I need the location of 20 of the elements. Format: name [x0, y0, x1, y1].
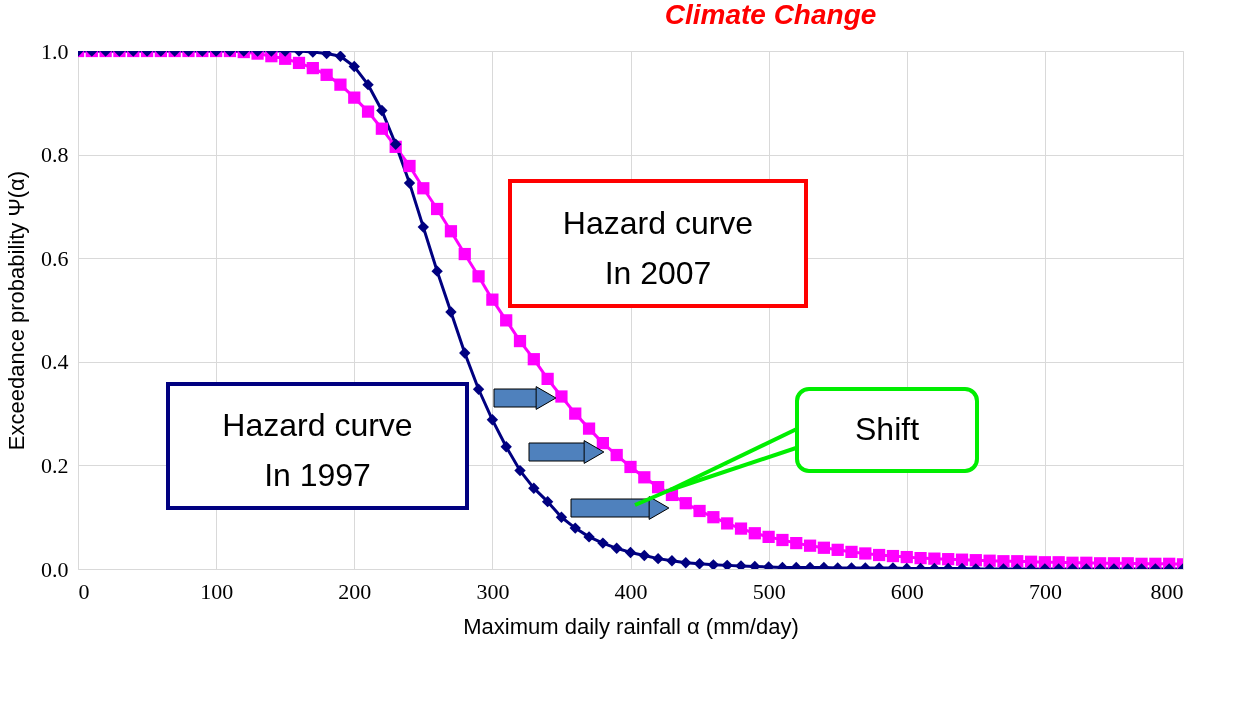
y-tick-label: 0.2 — [41, 452, 69, 478]
x-tick-label: 0 — [78, 578, 90, 604]
x-tick-label: 800 — [1150, 578, 1184, 604]
x-tick-label: 700 — [1028, 578, 1062, 604]
x-tick-label: 300 — [476, 578, 510, 604]
chart-title: Climate Change — [664, 0, 877, 30]
x-tick-label: 200 — [338, 578, 372, 604]
x-tick-label: 400 — [614, 578, 648, 604]
y-axis-title: Exceedance probability Ψ(α) — [4, 170, 29, 451]
y-tick-label: 0.4 — [41, 349, 69, 375]
x-tick-label: 500 — [752, 578, 786, 604]
y-tick-label: 0.8 — [41, 142, 69, 168]
y-tick-label: 0.0 — [41, 556, 69, 582]
y-tick-label: 1.0 — [41, 38, 69, 64]
y-tick-label: 0.6 — [41, 245, 69, 271]
series-label: Hazard curve In 1997 — [222, 407, 413, 493]
x-axis-title: Maximum daily rainfall α (mm/day) — [463, 613, 799, 639]
series-label: Hazard curve In 2007 — [562, 204, 754, 291]
x-tick-label: 600 — [890, 578, 924, 604]
x-tick-label: 100 — [200, 578, 234, 604]
